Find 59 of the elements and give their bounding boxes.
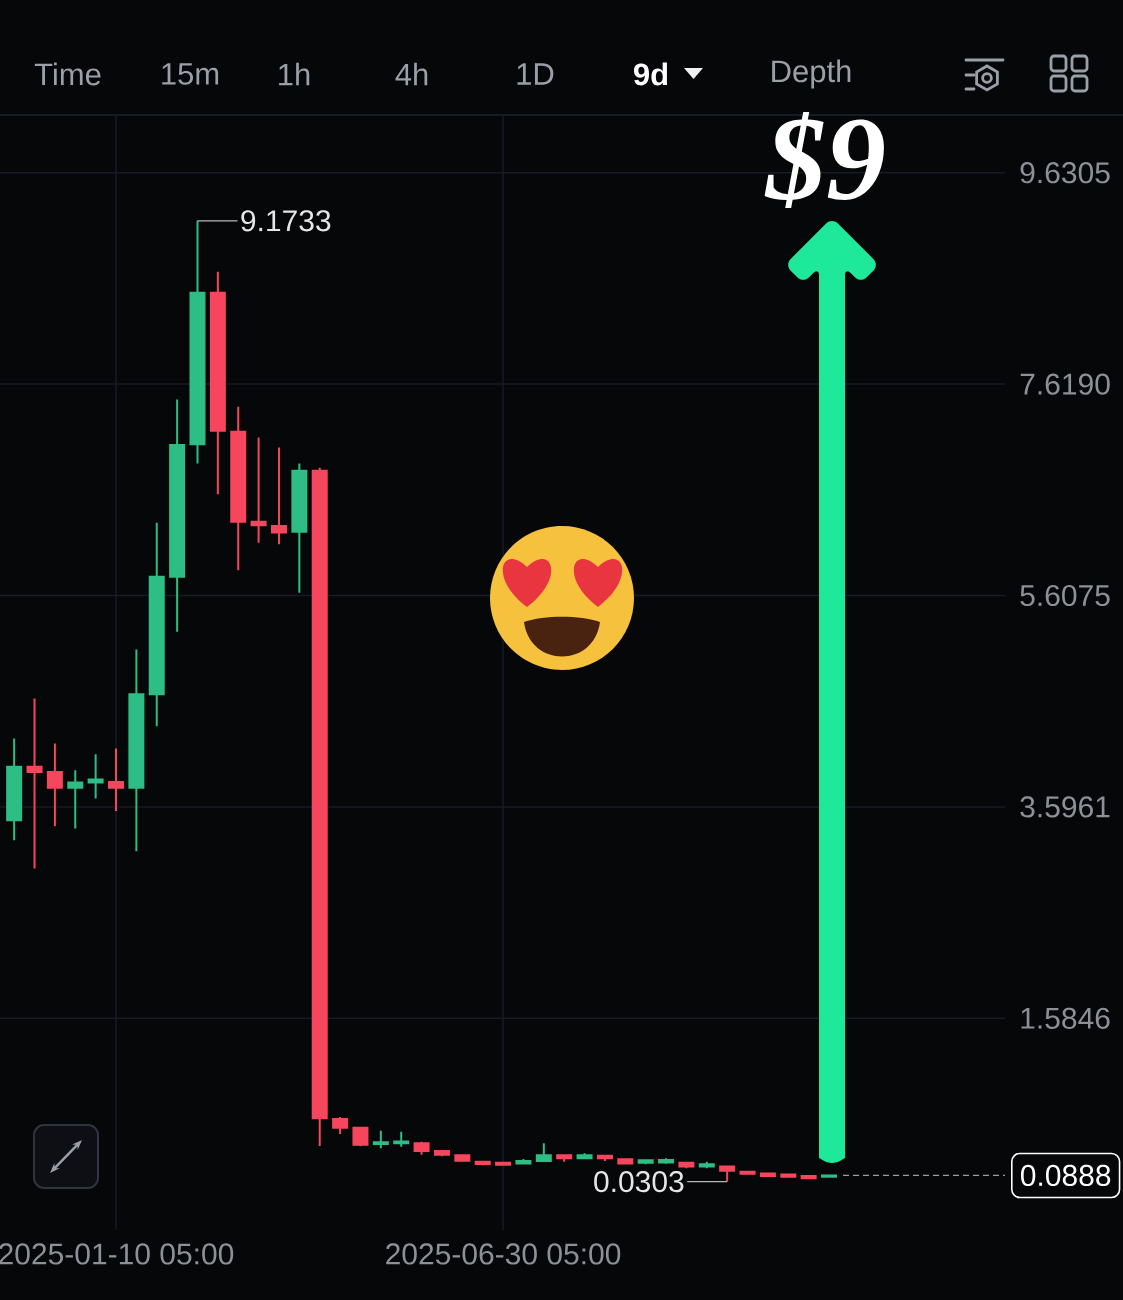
candlestick xyxy=(26,697,43,870)
candlestick xyxy=(230,405,247,572)
y-tick-label: 7.6190 xyxy=(1020,373,1110,395)
candlestick xyxy=(87,753,104,800)
y-tick-label: 5.6075 xyxy=(1020,584,1110,607)
candlestick xyxy=(739,1170,756,1175)
candlestick xyxy=(270,446,287,546)
candlestick xyxy=(311,466,328,1148)
candlestick xyxy=(719,1164,736,1183)
candlestick xyxy=(535,1142,552,1163)
candlestick xyxy=(6,737,23,842)
candlestick xyxy=(332,1116,349,1135)
text: 9d xyxy=(633,62,668,86)
candlestick xyxy=(372,1129,389,1150)
candlestick xyxy=(780,1173,797,1178)
candlestick xyxy=(209,270,226,496)
candlestick xyxy=(352,1126,369,1148)
text: 4h xyxy=(395,62,428,86)
candlestick xyxy=(189,219,206,465)
candlestick xyxy=(291,462,308,594)
candlestick xyxy=(495,1160,512,1167)
candlestick xyxy=(596,1154,613,1163)
y-tick-label: 1.5846 xyxy=(1021,1007,1110,1029)
candlestick xyxy=(658,1157,675,1165)
candlestick xyxy=(698,1160,715,1170)
text: 1h xyxy=(279,62,310,86)
y-tick-label: 3.5961 xyxy=(1020,796,1110,818)
candlestick xyxy=(148,521,165,728)
candlestick xyxy=(454,1154,471,1162)
candlestick xyxy=(759,1172,776,1177)
candlestick xyxy=(576,1152,593,1160)
text: Time xyxy=(34,62,101,86)
y-tick-label: 9.6305 xyxy=(1020,162,1110,184)
candlestick xyxy=(250,436,267,544)
candlestick xyxy=(67,769,84,830)
candlestick xyxy=(637,1158,654,1166)
candlestick xyxy=(46,742,63,828)
candlestick xyxy=(169,398,186,633)
candlestick xyxy=(617,1157,634,1166)
x-tick-label: 2025-01-10 05:00 xyxy=(0,1243,234,1265)
text: Depth xyxy=(772,59,851,89)
x-tick-label: 2025-06-30 05:00 xyxy=(386,1243,621,1265)
candlestick xyxy=(413,1140,430,1156)
candlestick xyxy=(474,1159,491,1167)
candlestick xyxy=(678,1161,695,1170)
candlestick xyxy=(108,747,125,812)
candlestick xyxy=(556,1153,573,1163)
candlestick xyxy=(433,1149,450,1158)
chart-title: $9 xyxy=(764,111,884,208)
annotation: 9.1733 xyxy=(241,210,331,232)
candlestick xyxy=(128,648,145,853)
candlestick xyxy=(800,1174,817,1180)
annotation: 0.0303 xyxy=(594,1170,684,1193)
candlestick xyxy=(393,1130,410,1148)
candlestick xyxy=(515,1157,532,1165)
text: 15m xyxy=(162,63,219,85)
ref-line-label: 0.0888 xyxy=(1020,1164,1111,1187)
text: 1D xyxy=(517,63,554,85)
candlestick xyxy=(821,1174,838,1178)
